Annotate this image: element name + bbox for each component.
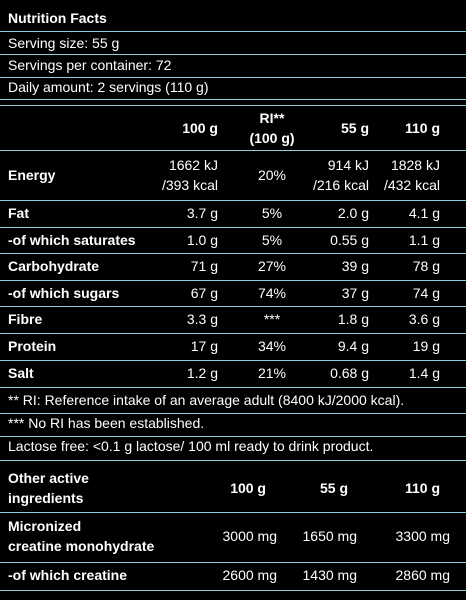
cell: 67 g	[190, 284, 218, 301]
row-label: -of which sugars	[8, 284, 120, 301]
cell: 9.4 g	[337, 337, 369, 354]
divider	[0, 54, 466, 55]
row-label: Energy	[8, 166, 56, 183]
column-header: RI**	[259, 109, 285, 126]
column-header: ingredients	[8, 489, 84, 506]
cell: 1.1 g	[408, 231, 440, 248]
cell: 17 g	[190, 337, 218, 354]
cell: /432 kcal	[383, 176, 440, 193]
cell: 1828 kJ	[390, 156, 440, 173]
divider	[0, 200, 466, 201]
cell: 2860 mg	[395, 566, 450, 583]
divider	[0, 150, 466, 151]
cell: 74%	[257, 284, 287, 301]
note: Lactose free: <0.1 g lactose/ 100 ml rea…	[8, 437, 374, 454]
divider	[0, 31, 466, 32]
row-label: Carbohydrate	[8, 257, 100, 274]
cell: 3.6 g	[408, 310, 440, 327]
cell: /393 kcal	[161, 176, 218, 193]
divider	[0, 512, 466, 513]
cell: 74 g	[412, 284, 440, 301]
cell: 27%	[257, 257, 287, 274]
cell: 5%	[261, 231, 283, 248]
cell: 34%	[257, 337, 287, 354]
cell: 1.4 g	[408, 364, 440, 381]
divider	[0, 387, 466, 388]
cell: 20%	[257, 166, 287, 183]
serving-info: Serving size: 55 g	[8, 34, 120, 51]
row-label: Fat	[8, 204, 29, 221]
row-label: -of which creatine	[8, 566, 128, 583]
cell: 1662 kJ	[168, 156, 218, 173]
row-label: Fibre	[8, 310, 43, 327]
column-header: 55 g	[319, 479, 348, 496]
divider	[0, 360, 466, 361]
serving-info: Servings per container: 72	[8, 56, 172, 73]
cell: 37 g	[341, 284, 369, 301]
cell: 0.68 g	[330, 364, 369, 381]
divider	[0, 99, 466, 100]
cell: 5%	[261, 204, 283, 221]
divider	[0, 460, 466, 461]
cell: 3.7 g	[186, 204, 218, 221]
divider	[0, 227, 466, 228]
divider	[0, 436, 466, 437]
cell: 3000 mg	[222, 527, 277, 544]
column-header: (100 g)	[249, 129, 295, 146]
column-header: 100 g	[182, 119, 218, 136]
cell: 914 kJ	[327, 156, 369, 173]
cell: /216 kcal	[312, 176, 369, 193]
cell: 0.55 g	[330, 231, 369, 248]
row-label: Micronized	[8, 517, 82, 534]
cell: 1.0 g	[186, 231, 218, 248]
row-label: -of which saturates	[8, 231, 136, 248]
serving-info: Daily amount: 2 servings (110 g)	[8, 78, 209, 95]
cell: 1430 mg	[302, 566, 357, 583]
column-header: 110 g	[404, 119, 440, 136]
divider	[0, 77, 466, 78]
divider	[0, 590, 466, 591]
column-header: 100 g	[230, 479, 266, 496]
column-header: Other active	[8, 469, 89, 486]
cell: 1.2 g	[186, 364, 218, 381]
cell: 71 g	[190, 257, 218, 274]
note: ** RI: Reference intake of an average ad…	[8, 391, 405, 408]
row-label: creatine monohydrate	[8, 537, 155, 554]
row-label: Salt	[8, 364, 34, 381]
cell: 3.3 g	[186, 310, 218, 327]
column-header: 110 g	[404, 479, 440, 496]
divider	[0, 413, 466, 414]
divider	[0, 280, 466, 281]
divider	[0, 333, 466, 334]
title: Nutrition Facts	[8, 9, 107, 26]
cell: 1650 mg	[302, 527, 357, 544]
cell: 21%	[257, 364, 287, 381]
cell: 1.8 g	[337, 310, 369, 327]
cell: 19 g	[412, 337, 440, 354]
cell: ***	[263, 310, 281, 327]
cell: 2600 mg	[222, 566, 277, 583]
divider	[0, 562, 466, 563]
cell: 78 g	[412, 257, 440, 274]
cell: 4.1 g	[408, 204, 440, 221]
divider	[0, 253, 466, 254]
divider	[0, 306, 466, 307]
cell: 39 g	[341, 257, 369, 274]
row-label: Protein	[8, 337, 57, 354]
cell: 2.0 g	[337, 204, 369, 221]
column-header: 55 g	[340, 119, 369, 136]
note: *** No RI has been established.	[8, 414, 205, 431]
cell: 3300 mg	[395, 527, 450, 544]
divider	[0, 105, 466, 106]
